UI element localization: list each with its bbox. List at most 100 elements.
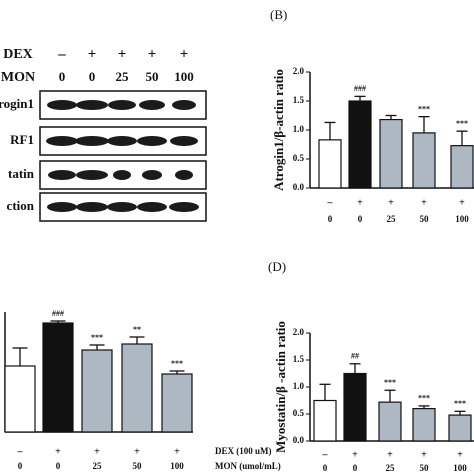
bar [81,349,113,433]
blot-row-label: tatin [8,166,35,181]
dex-sign: – [57,46,66,62]
bar [161,373,193,433]
x-tick-label: 50 [420,463,430,473]
significance: *** [384,378,396,387]
dex-sign: + [388,197,394,208]
bar [121,343,153,433]
bar [412,408,436,442]
blot-band [76,202,108,212]
mon-dose: 0 [89,69,96,84]
mon-dose: 50 [146,69,159,84]
significance: ## [351,352,359,361]
blot-band [142,170,162,180]
blot-row-label: rogin1 [0,96,34,111]
blot-band [47,202,77,212]
y-tick-label: 0.0 [293,182,305,192]
blot-band [46,136,78,146]
dex-sign: + [457,449,463,460]
blot-band [170,136,198,146]
bar [412,132,436,189]
y-tick-label: 0.0 [293,435,305,445]
x-tick-label: 50 [133,461,143,471]
blot-band [137,202,167,212]
x-tick-label: 50 [420,214,430,224]
dex-sign: + [134,446,140,457]
dex-sign: + [148,46,157,62]
dex-label: DEX [3,47,33,62]
blot-row-label: RF1 [10,132,34,147]
bar [348,100,372,189]
dex-sign: + [421,197,427,208]
mon-dose: 25 [116,69,130,84]
y-tick-label: 1.5 [293,95,305,105]
x-tick-label: 100 [453,463,467,473]
blot-band [175,170,193,180]
y-tick-label: 0.5 [293,408,305,418]
x-tick-label: 0 [328,214,333,224]
dex-sign: + [421,449,427,460]
blot-band [47,100,77,110]
blot-band [139,100,165,110]
dex-sign: + [88,46,97,62]
bar [448,414,472,442]
blot-band [113,170,131,180]
dex-sign: + [55,446,61,457]
bar [4,365,36,433]
significance: *** [171,359,183,368]
bar [343,372,367,442]
blot-band [108,100,136,110]
y-tick-label: 2.0 [293,327,305,337]
blot-band [172,100,196,110]
dex-sign: + [352,449,358,460]
significance: ### [354,84,366,93]
dex-sign: + [174,446,180,457]
dex-sign: + [94,446,100,457]
mon-dose: 0 [59,69,66,84]
bar [318,139,342,189]
x-tick-label: 0 [353,463,358,473]
dex-legend: DEX (100 uM) [215,446,272,456]
blot-row-label: ction [7,198,35,213]
blot-band [137,136,167,146]
y-axis-title: Myostatin/β -actin ratio [273,321,288,453]
dex-sign: – [17,446,24,457]
dex-sign: + [180,46,189,62]
y-axis-title: Atrogin1/β-actin ratio [271,69,286,191]
x-tick-label: 0 [56,461,61,471]
mon-dose: 100 [174,69,194,84]
blot-band [76,170,108,180]
dex-sign: – [322,449,329,460]
significance: *** [418,394,430,403]
blot-band [75,136,109,146]
bar [313,399,337,442]
x-tick-label: 0 [18,461,23,471]
dex-sign: + [387,449,393,460]
panel-label: (D) [268,259,286,274]
mon-label: MON [1,70,35,85]
significance: ** [133,325,141,334]
blot-band [76,100,108,110]
x-tick-label: 25 [387,214,397,224]
y-tick-label: 1.0 [293,124,305,134]
significance: *** [91,333,103,342]
dex-sign: – [327,197,334,208]
significance: ### [52,309,64,318]
x-tick-label: 0 [358,214,363,224]
significance: *** [454,399,466,408]
x-tick-label: 100 [455,214,469,224]
x-tick-label: 25 [386,463,396,473]
blot-band [169,202,199,212]
x-tick-label: 0 [323,463,328,473]
dex-sign: + [459,197,465,208]
mon-legend: MON (umol/mL) [215,461,281,471]
x-tick-label: 100 [170,461,184,471]
significance: *** [456,119,468,128]
dex-sign: + [357,197,363,208]
x-tick-label: 25 [93,461,103,471]
blot-band [107,202,137,212]
bar [42,322,74,433]
bar [450,145,474,189]
y-tick-label: 2.0 [293,66,305,76]
blot-band [107,136,137,146]
